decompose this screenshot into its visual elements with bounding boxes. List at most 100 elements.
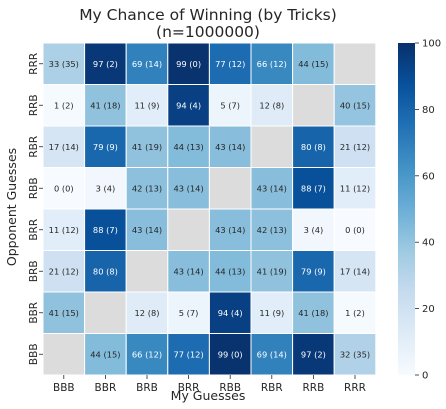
heatmap-cell bbox=[84, 291, 127, 334]
heatmap-cell bbox=[167, 125, 210, 168]
heatmap-cell bbox=[292, 125, 335, 168]
heatmap-cell bbox=[333, 291, 377, 334]
x-tick-label: RBB bbox=[219, 382, 241, 394]
heatmap-cell bbox=[333, 42, 377, 85]
y-tick-label: BRB bbox=[28, 260, 40, 282]
cell-label: 97 (2) bbox=[301, 349, 326, 359]
colorbar-tick-label: 80 bbox=[422, 105, 435, 116]
heatmap-cell bbox=[84, 125, 127, 168]
heatmap-cell bbox=[333, 125, 377, 168]
cell-label: 69 (14) bbox=[132, 59, 162, 69]
cell-label: 3 (4) bbox=[96, 183, 116, 193]
cell-label: 41 (18) bbox=[298, 308, 328, 318]
cell-label: 12 (8) bbox=[135, 308, 160, 318]
cell-label: 43 (14) bbox=[173, 183, 203, 193]
heatmap-cell bbox=[125, 208, 169, 251]
heatmap-cell bbox=[333, 84, 377, 127]
cell-label: 43 (14) bbox=[132, 225, 162, 235]
cell-label: 11 (12) bbox=[340, 183, 370, 193]
cell-label: 42 (13) bbox=[257, 225, 287, 235]
x-tick-label: BRB bbox=[136, 382, 158, 394]
cell-label: 66 (12) bbox=[132, 349, 162, 359]
cell-label: 43 (14) bbox=[215, 225, 245, 235]
cell-label: 66 (12) bbox=[257, 59, 287, 69]
y-axis-label: Opponent Guesses bbox=[4, 148, 19, 266]
cell-label: 44 (15) bbox=[90, 349, 120, 359]
cell-label: 0 (0) bbox=[54, 183, 74, 193]
x-tick-label: RBR bbox=[261, 382, 283, 394]
heatmap-cell bbox=[250, 291, 294, 334]
x-tick-labels: BBB BBR BRB BRR RBB RBR RRB RRR bbox=[53, 375, 366, 394]
heatmap-cell bbox=[125, 84, 169, 127]
cell-label: 88 (7) bbox=[93, 225, 118, 235]
colorbar-tick-label: 0 bbox=[422, 371, 428, 382]
heatmap-cell bbox=[208, 333, 252, 376]
colorbar-tick-label: 40 bbox=[422, 238, 435, 249]
heatmap-cell bbox=[167, 208, 210, 251]
heatmap-cell bbox=[333, 333, 377, 376]
cell-label: 1 (2) bbox=[54, 100, 74, 110]
heatmap-cell bbox=[208, 291, 252, 334]
x-axis-label: My Guesses bbox=[171, 388, 246, 403]
heatmap-cell bbox=[292, 167, 335, 210]
x-tick-label: RRB bbox=[303, 382, 325, 394]
cell-label: 69 (14) bbox=[257, 349, 287, 359]
y-tick-label: RBB bbox=[28, 177, 40, 199]
cell-label: 17 (14) bbox=[340, 266, 370, 276]
cell-label: 77 (12) bbox=[215, 59, 245, 69]
heatmap-cell bbox=[42, 208, 86, 251]
heatmap-cell bbox=[42, 333, 86, 376]
cell-label: 41 (15) bbox=[49, 308, 79, 318]
heatmap-cell bbox=[42, 250, 86, 293]
x-tick-label: RRR bbox=[344, 382, 366, 394]
heatmap-cell bbox=[250, 333, 294, 376]
cell-label: 41 (19) bbox=[132, 142, 162, 152]
heatmap-cell bbox=[84, 167, 127, 210]
cell-label: 3 (4) bbox=[304, 225, 324, 235]
cell-label: 80 (8) bbox=[93, 266, 118, 276]
cell-label: 33 (35) bbox=[49, 59, 79, 69]
heatmap-cell bbox=[125, 250, 169, 293]
heatmap-cell bbox=[208, 84, 252, 127]
cell-label: 99 (0) bbox=[218, 349, 243, 359]
chart-title: My Chance of Winning (by Tricks) bbox=[79, 6, 337, 24]
y-tick-label: BRR bbox=[28, 219, 40, 241]
cell-label: 43 (14) bbox=[173, 266, 203, 276]
cell-label: 77 (12) bbox=[173, 349, 203, 359]
y-tick-label: RRB bbox=[28, 94, 40, 116]
x-tick-label: BBB bbox=[53, 382, 75, 394]
x-tick-label: BBR bbox=[95, 382, 117, 394]
cell-label: 97 (2) bbox=[93, 59, 118, 69]
cell-label: 99 (0) bbox=[176, 59, 201, 69]
y-tick-label: BBR bbox=[28, 302, 40, 324]
heatmap-cell bbox=[250, 125, 294, 168]
cell-label: 5 (7) bbox=[179, 308, 199, 318]
cell-label: 79 (9) bbox=[93, 142, 118, 152]
heatmap-cell bbox=[125, 333, 169, 376]
cell-label: 42 (13) bbox=[132, 183, 162, 193]
cell-label: 88 (7) bbox=[301, 183, 326, 193]
heatmap-cell bbox=[42, 291, 86, 334]
heatmap-cell bbox=[250, 42, 294, 85]
y-tick-label: RBR bbox=[28, 136, 40, 158]
heatmap-cell bbox=[292, 291, 335, 334]
x-tick-label: BRR bbox=[178, 382, 200, 394]
heatmap-cell bbox=[292, 333, 335, 376]
cell-label: 17 (14) bbox=[49, 142, 79, 152]
heatmap-cell bbox=[333, 250, 377, 293]
cell-label: 12 (8) bbox=[259, 100, 284, 110]
heatmap-cell bbox=[84, 42, 127, 85]
cell-label: 80 (8) bbox=[301, 142, 326, 152]
chart-subtitle: (n=1000000) bbox=[156, 23, 260, 41]
colorbar bbox=[398, 43, 415, 375]
heatmap-cell bbox=[292, 84, 335, 127]
heatmap-cell bbox=[84, 250, 127, 293]
cell-label: 79 (9) bbox=[301, 266, 326, 276]
colorbar-tick-label: 20 bbox=[422, 304, 435, 315]
heatmap-cell bbox=[208, 125, 252, 168]
cell-label: 11 (9) bbox=[259, 308, 284, 318]
heatmap-cell bbox=[42, 167, 86, 210]
cell-label: 11 (9) bbox=[135, 100, 160, 110]
y-tick-labels: RRR RRB RBR RBB BRR BRB BBR BBB bbox=[28, 53, 43, 365]
